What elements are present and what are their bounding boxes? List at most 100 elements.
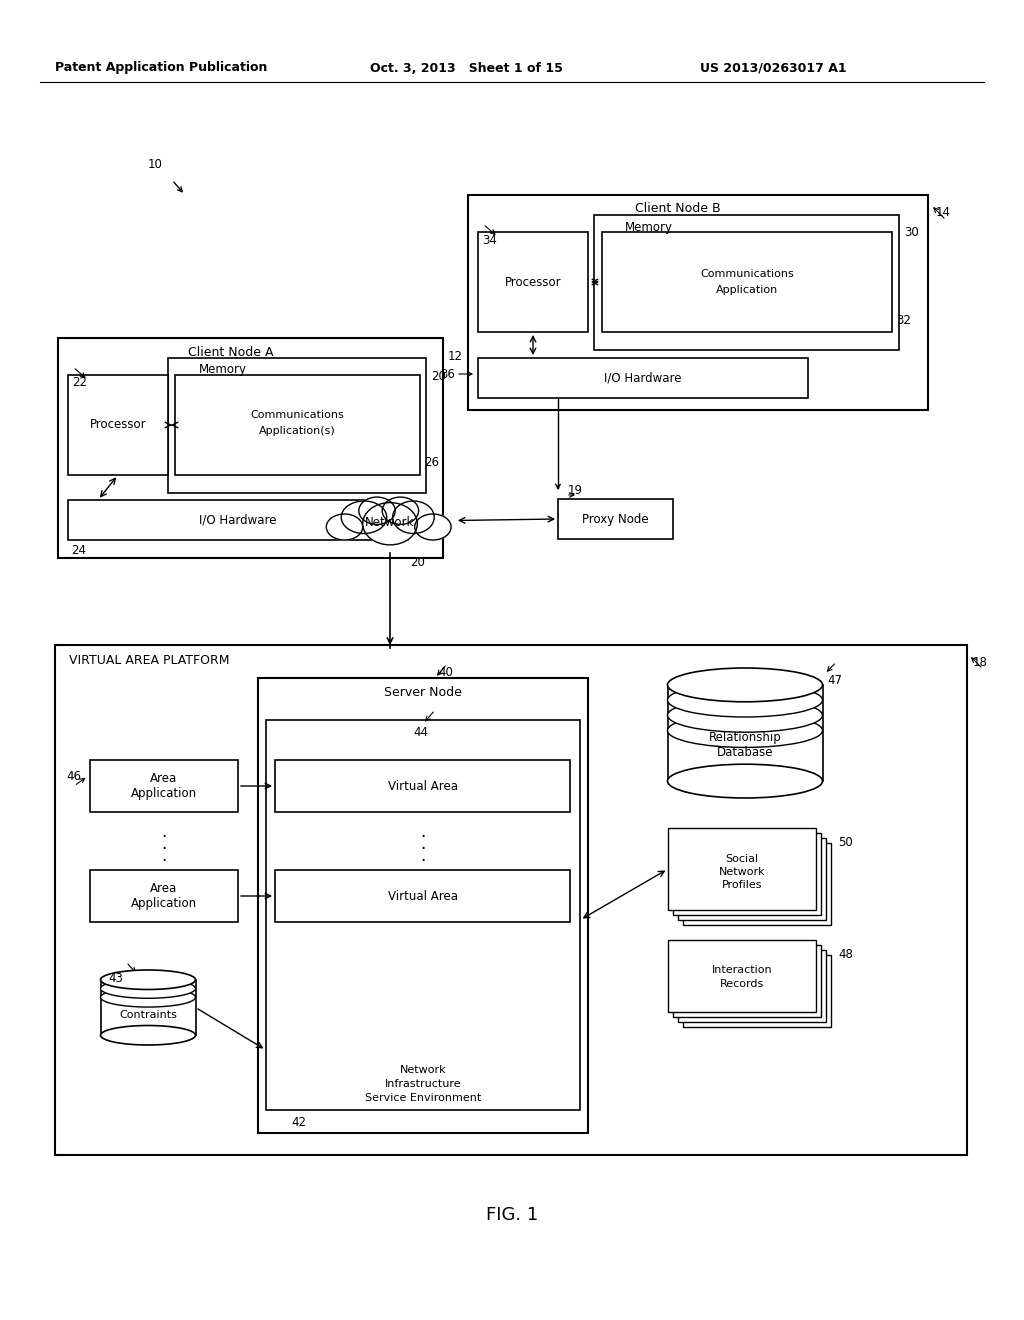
Bar [175,375,420,475]
Text: Oct. 3, 2013   Sheet 1 of 15: Oct. 3, 2013 Sheet 1 of 15 [370,62,563,74]
Text: Client Node B: Client Node B [635,202,721,215]
Ellipse shape [100,987,196,1007]
Text: .: . [420,847,425,865]
Bar [683,843,831,925]
Text: FIG. 1: FIG. 1 [485,1206,539,1224]
Bar [602,232,892,333]
Bar [100,979,196,1035]
Text: Records: Records [720,979,764,989]
Ellipse shape [668,698,822,733]
Text: Social: Social [725,854,759,865]
Text: Application: Application [716,285,778,294]
Text: 20: 20 [410,557,425,569]
Text: 44: 44 [413,726,428,738]
Text: Network: Network [719,867,765,876]
Ellipse shape [362,503,418,545]
Ellipse shape [100,1026,196,1045]
Text: VIRTUAL AREA PLATFORM: VIRTUAL AREA PLATFORM [69,655,229,668]
Text: 22: 22 [72,376,87,389]
Text: Contraints: Contraints [119,1011,177,1020]
Text: Service Environment: Service Environment [365,1093,481,1104]
Bar [68,500,408,540]
Text: 34: 34 [482,234,497,247]
Ellipse shape [668,714,822,747]
Bar [678,950,826,1022]
Bar [58,338,443,558]
Ellipse shape [327,513,362,540]
Text: Relationship: Relationship [709,731,781,744]
Ellipse shape [415,513,452,540]
Ellipse shape [668,764,822,799]
Text: 19: 19 [568,484,583,498]
Text: 24: 24 [71,544,86,557]
Ellipse shape [100,970,196,990]
Text: Application: Application [131,898,197,911]
Text: 50: 50 [838,836,853,849]
Text: Interaction: Interaction [712,965,772,975]
Text: 26: 26 [424,457,439,470]
Text: 12: 12 [449,350,463,363]
Text: Proxy Node: Proxy Node [583,512,649,525]
Text: 42: 42 [291,1115,306,1129]
Bar [673,945,821,1016]
Text: .: . [162,822,167,841]
Bar [683,954,831,1027]
Text: .: . [162,847,167,865]
Bar [275,870,570,921]
Bar [673,833,821,915]
Bar [558,499,673,539]
Text: 48: 48 [838,948,853,961]
Text: .: . [420,822,425,841]
Ellipse shape [341,502,387,533]
Text: 32: 32 [896,314,911,326]
Text: 20: 20 [431,370,445,383]
Text: I/O Hardware: I/O Hardware [604,371,682,384]
Text: Communications: Communications [700,269,794,279]
Text: Communications: Communications [251,411,344,420]
Ellipse shape [358,498,395,524]
Bar [478,358,808,399]
Text: Application: Application [131,788,197,800]
Text: 30: 30 [904,227,919,239]
Text: Virtual Area: Virtual Area [387,780,458,792]
Bar [594,215,899,350]
Text: Application(s): Application(s) [259,426,336,436]
Bar [668,828,816,909]
Text: 43: 43 [108,972,123,985]
Text: 36: 36 [440,367,455,380]
Text: Virtual Area: Virtual Area [387,890,458,903]
Text: Client Node A: Client Node A [187,346,273,359]
Bar [90,760,238,812]
Text: Memory: Memory [199,363,247,376]
Text: Patent Application Publication: Patent Application Publication [55,62,267,74]
Ellipse shape [382,498,419,524]
Text: 18: 18 [973,656,988,669]
Text: 14: 14 [936,206,951,219]
Bar [668,685,822,781]
Bar [468,195,928,411]
Text: US 2013/0263017 A1: US 2013/0263017 A1 [700,62,847,74]
Text: Area: Area [151,882,177,895]
Text: 47: 47 [827,673,843,686]
Text: Memory: Memory [625,220,673,234]
Bar [90,870,238,921]
Text: 40: 40 [438,665,453,678]
Bar [55,645,967,1155]
Text: Database: Database [717,747,773,759]
Ellipse shape [668,668,822,702]
Text: Network: Network [366,516,415,529]
Ellipse shape [392,502,434,533]
Text: .: . [162,836,167,853]
Bar [275,760,570,812]
Ellipse shape [668,684,822,717]
Text: 10: 10 [148,158,163,172]
Bar [258,678,588,1133]
Text: .: . [420,836,425,853]
Text: 46: 46 [66,770,81,783]
Text: Processor: Processor [505,276,561,289]
Bar [678,838,826,920]
Text: Server Node: Server Node [384,685,462,698]
Text: Profiles: Profiles [722,880,762,890]
Bar [168,358,426,492]
Text: Network: Network [399,1065,446,1074]
